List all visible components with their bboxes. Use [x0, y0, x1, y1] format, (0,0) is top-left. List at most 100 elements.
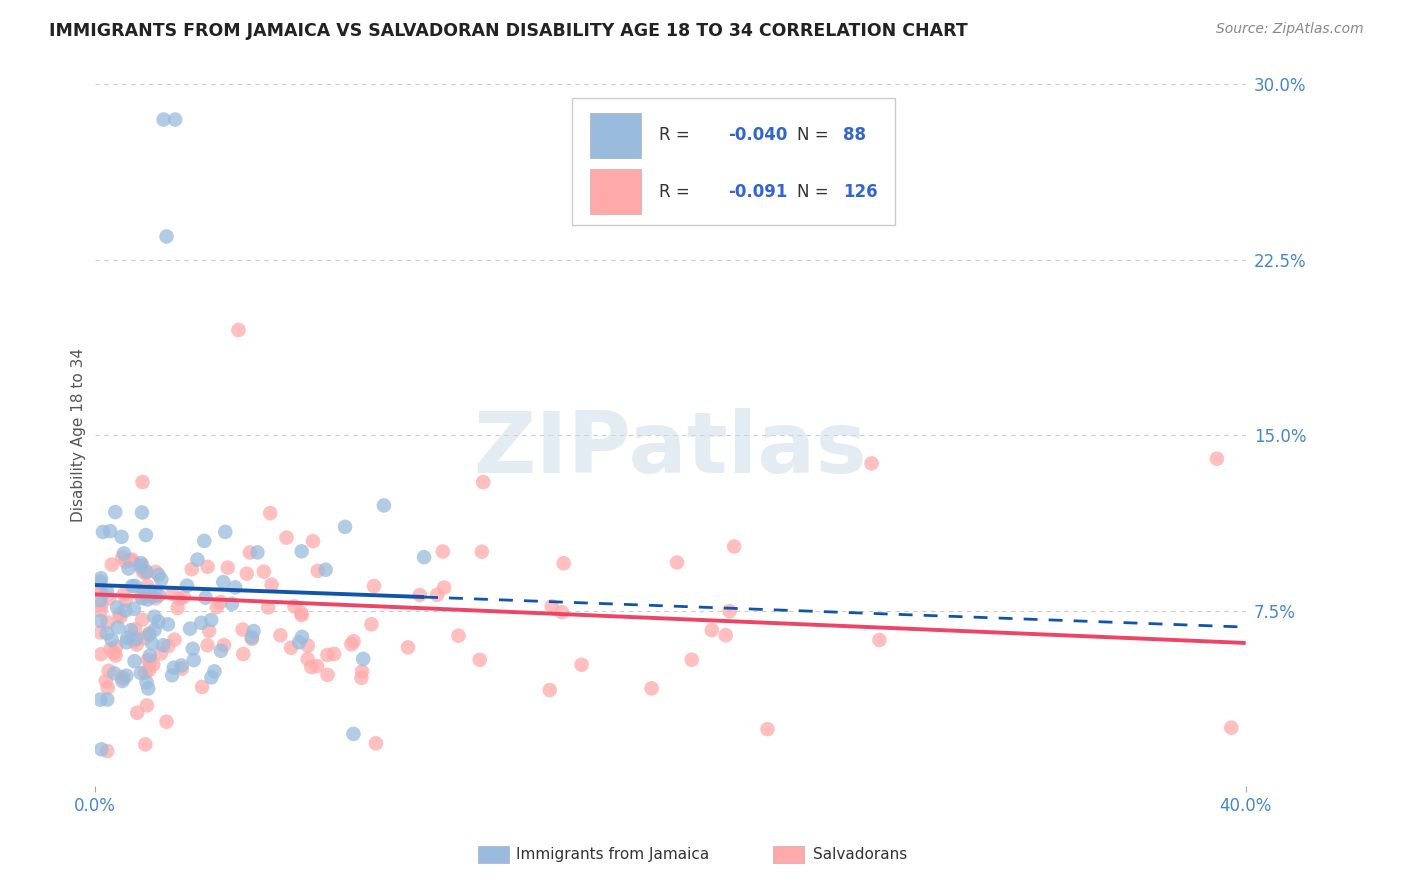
Point	[131, 558, 153, 572]
Point	[138, 663, 160, 677]
Point	[131, 591, 153, 606]
Text: 126: 126	[842, 183, 877, 201]
Point	[714, 628, 737, 642]
Point	[197, 638, 219, 652]
Text: -0.091: -0.091	[728, 183, 787, 201]
Point	[135, 565, 157, 579]
Point	[194, 591, 217, 605]
Point	[352, 652, 374, 666]
Point	[131, 506, 153, 520]
Point	[131, 564, 153, 578]
Point	[232, 623, 254, 637]
Point	[120, 623, 142, 637]
Point	[148, 589, 170, 603]
Point	[756, 722, 779, 736]
Point	[114, 555, 136, 569]
Point	[209, 644, 232, 658]
Point	[191, 680, 214, 694]
Point	[129, 590, 152, 604]
Point	[269, 628, 291, 642]
Point	[571, 657, 593, 672]
Point	[235, 566, 257, 581]
Text: R =: R =	[658, 183, 695, 201]
Point	[242, 624, 264, 639]
Point	[89, 692, 111, 706]
Point	[186, 552, 208, 566]
Point	[176, 579, 198, 593]
Point	[316, 668, 339, 682]
Point	[90, 571, 112, 585]
Point	[134, 738, 156, 752]
Point	[89, 582, 111, 596]
Text: R =: R =	[658, 126, 695, 144]
Point	[297, 639, 319, 653]
Point	[283, 599, 305, 614]
Point	[97, 615, 120, 630]
Point	[96, 744, 118, 758]
Point	[180, 562, 202, 576]
Point	[1220, 721, 1243, 735]
Point	[240, 632, 263, 646]
Point	[183, 653, 205, 667]
Point	[276, 531, 298, 545]
Text: Source: ZipAtlas.com: Source: ZipAtlas.com	[1216, 22, 1364, 37]
Point	[212, 574, 235, 589]
Point	[100, 632, 122, 647]
Point	[103, 646, 125, 660]
Point	[257, 600, 280, 615]
Point	[181, 641, 204, 656]
Point	[373, 499, 395, 513]
Point	[342, 634, 364, 648]
Point	[193, 533, 215, 548]
Point	[124, 579, 146, 593]
Point	[103, 666, 125, 681]
Point	[360, 617, 382, 632]
Point	[143, 584, 166, 599]
Point	[115, 631, 138, 645]
Point	[142, 590, 165, 604]
Point	[472, 475, 495, 489]
Point	[860, 456, 883, 470]
Point	[163, 632, 186, 647]
Point	[224, 580, 246, 594]
Point	[432, 544, 454, 558]
Text: Immigrants from Jamaica: Immigrants from Jamaica	[516, 847, 709, 862]
Text: IMMIGRANTS FROM JAMAICA VS SALVADORAN DISABILITY AGE 18 TO 34 CORRELATION CHART: IMMIGRANTS FROM JAMAICA VS SALVADORAN DI…	[49, 22, 967, 40]
FancyBboxPatch shape	[572, 98, 894, 225]
Point	[136, 698, 159, 713]
Point	[155, 229, 177, 244]
Point	[160, 668, 183, 682]
Point	[155, 714, 177, 729]
Point	[104, 648, 127, 663]
Point	[143, 609, 166, 624]
Point	[205, 599, 228, 614]
Point	[299, 660, 322, 674]
Point	[101, 558, 124, 572]
Point	[105, 640, 128, 654]
Point	[110, 610, 132, 624]
Point	[115, 669, 138, 683]
Point	[148, 568, 170, 582]
Point	[700, 623, 723, 637]
Point	[426, 588, 449, 602]
Point	[253, 565, 276, 579]
Point	[190, 615, 212, 630]
Point	[131, 613, 153, 627]
Point	[104, 505, 127, 519]
Point	[121, 552, 143, 566]
Point	[138, 627, 160, 641]
Point	[169, 592, 191, 607]
Point	[139, 648, 162, 663]
Text: N =: N =	[797, 183, 828, 201]
Point	[105, 600, 128, 615]
Point	[136, 579, 159, 593]
Point	[240, 631, 263, 645]
Point	[136, 592, 159, 607]
Point	[302, 534, 325, 549]
Point	[111, 550, 134, 565]
Point	[538, 683, 561, 698]
Point	[114, 603, 136, 617]
Point	[145, 565, 167, 579]
Point	[139, 653, 162, 667]
Point	[124, 654, 146, 668]
